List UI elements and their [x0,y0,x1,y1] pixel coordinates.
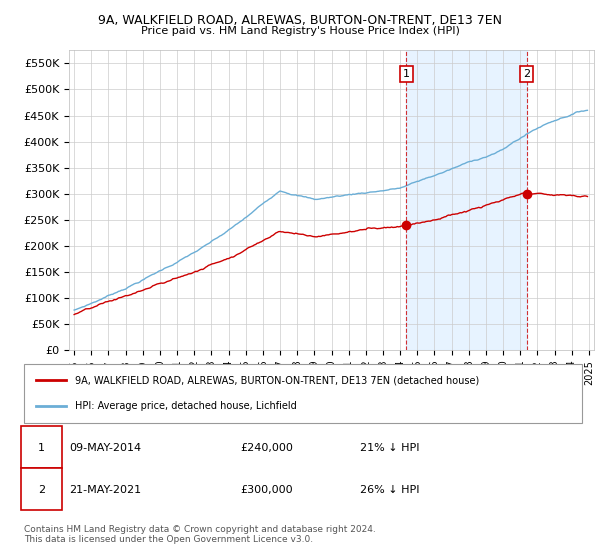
Text: £300,000: £300,000 [240,485,293,495]
Text: Contains HM Land Registry data © Crown copyright and database right 2024.
This d: Contains HM Land Registry data © Crown c… [24,525,376,544]
Text: HPI: Average price, detached house, Lichfield: HPI: Average price, detached house, Lich… [75,402,297,412]
Text: 9A, WALKFIELD ROAD, ALREWAS, BURTON-ON-TRENT, DE13 7EN: 9A, WALKFIELD ROAD, ALREWAS, BURTON-ON-T… [98,14,502,27]
Text: Price paid vs. HM Land Registry's House Price Index (HPI): Price paid vs. HM Land Registry's House … [140,26,460,36]
Text: 1: 1 [38,443,45,453]
Text: 21% ↓ HPI: 21% ↓ HPI [360,443,419,453]
Text: 9A, WALKFIELD ROAD, ALREWAS, BURTON-ON-TRENT, DE13 7EN (detached house): 9A, WALKFIELD ROAD, ALREWAS, BURTON-ON-T… [75,375,479,385]
Text: 1: 1 [403,69,410,79]
Bar [406,50,527,350]
Text: 09-MAY-2014: 09-MAY-2014 [69,443,141,453]
Text: 2: 2 [38,485,45,495]
Text: 21-MAY-2021: 21-MAY-2021 [69,485,141,495]
Text: £240,000: £240,000 [240,443,293,453]
Text: 2: 2 [523,69,530,79]
Text: 26% ↓ HPI: 26% ↓ HPI [360,485,419,495]
